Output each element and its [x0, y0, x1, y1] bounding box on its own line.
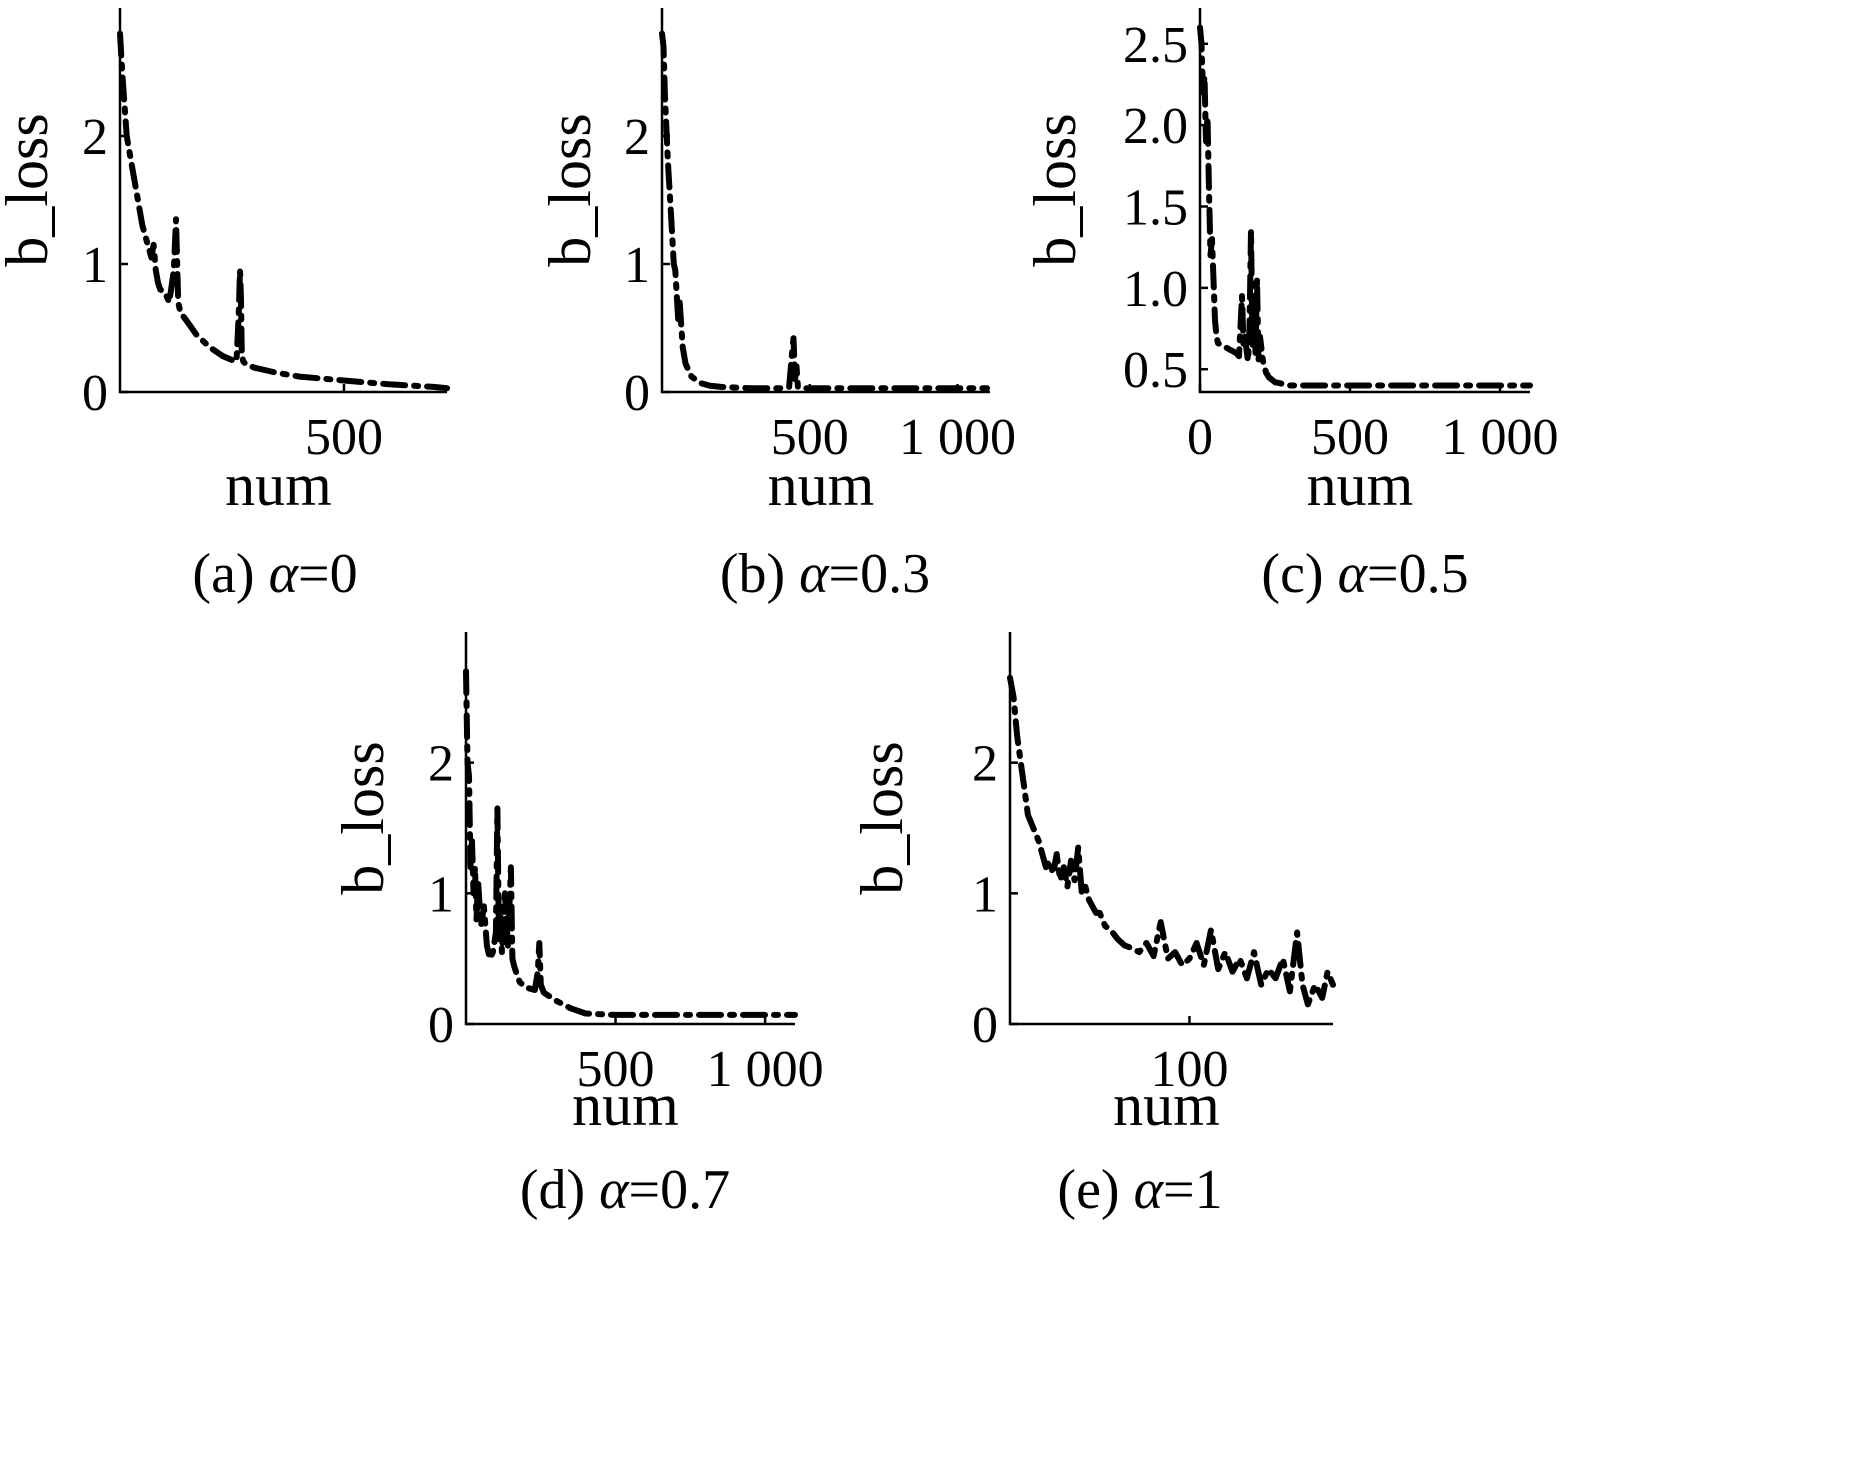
- caption-prefix: (a): [192, 543, 268, 605]
- y-axis-title: b_loss: [1022, 113, 1088, 266]
- x-axis-title: num: [1113, 1072, 1220, 1138]
- caption-value: =0.3: [829, 543, 931, 605]
- x-axis-title: num: [768, 452, 875, 518]
- x-tick-label: 1 000: [899, 409, 1016, 466]
- x-tick-label: 1 000: [1442, 409, 1559, 466]
- caption-alpha: α: [269, 543, 300, 605]
- caption-alpha: α: [799, 543, 830, 605]
- series-line: [1007, 674, 1336, 1008]
- caption-prefix: (e): [1057, 1159, 1133, 1221]
- y-tick-label: 1.5: [1123, 180, 1188, 237]
- axes-frame: [118, 8, 447, 394]
- caption-value: =0.7: [629, 1159, 731, 1221]
- chart-panel-a: 0 1 2 500 num b_loss (a) α=0: [0, 0, 620, 740]
- y-tick-label: 2: [624, 109, 650, 166]
- y-axis-title: b_loss: [0, 113, 60, 266]
- x-tick-label: 0: [1187, 409, 1213, 466]
- axes-frame: [660, 8, 990, 394]
- caption-alpha: α: [599, 1159, 630, 1221]
- caption-value: =1: [1163, 1159, 1223, 1221]
- x-tick-label: 500: [577, 1041, 655, 1098]
- y-tick-label: 2.5: [1123, 17, 1188, 74]
- x-axis-title: num: [572, 1072, 679, 1138]
- y-tick-label: 1: [972, 866, 998, 923]
- y-tick-label: 1: [82, 237, 108, 294]
- chart-svg: 0 1 2 500 1 000 num b_loss (d) α=0.7: [330, 632, 824, 1221]
- caption-alpha: α: [1134, 1159, 1165, 1221]
- caption-alpha: α: [1338, 543, 1369, 605]
- y-tick-label: 2: [82, 109, 108, 166]
- series-line: [659, 30, 990, 392]
- panel-caption: (e) α=1: [1057, 1159, 1222, 1221]
- caption-prefix: (d): [520, 1159, 599, 1221]
- panel-caption: (b) α=0.3: [720, 543, 930, 605]
- x-tick-label: 1 000: [707, 1041, 824, 1098]
- y-tick-label: 1: [428, 866, 454, 923]
- series-line: [117, 30, 450, 392]
- y-tick-label: 2: [972, 736, 998, 793]
- caption-prefix: (c): [1261, 543, 1337, 605]
- x-tick-label: 500: [1311, 409, 1389, 466]
- y-tick-label: 0: [428, 997, 454, 1054]
- y-tick-label: 1.0: [1123, 261, 1188, 318]
- series-line: [463, 668, 798, 1018]
- x-tick-label: 500: [771, 409, 849, 466]
- y-tick-label: 1: [624, 237, 650, 294]
- x-tick-label: 500: [305, 409, 383, 466]
- y-tick-label: 0: [972, 997, 998, 1054]
- chart-panel-e: 0 1 2 100 num b_loss (e) α=1: [849, 632, 1660, 1467]
- y-tick-label: 0: [82, 365, 108, 422]
- caption-value: =0: [298, 543, 358, 605]
- panel-caption: (c) α=0.5: [1261, 543, 1468, 605]
- caption-value: =0.5: [1367, 543, 1469, 605]
- caption-prefix: (b): [720, 543, 799, 605]
- chart-panel-d: 0 1 2 500 1 000 num b_loss (d) α=0.7: [330, 632, 1020, 1467]
- y-tick-label: 2.0: [1123, 98, 1188, 155]
- y-tick-label: 0: [624, 365, 650, 422]
- y-axis-title: b_loss: [330, 741, 396, 894]
- chart-svg: 0.5 1.0 1.5 2.0 2.5 0 500 1 000 num b_loss (c) α=0…: [1022, 8, 1559, 605]
- y-axis-title: b_loss: [849, 741, 915, 894]
- series-line: [1197, 24, 1533, 389]
- y-tick-label: 2: [428, 736, 454, 793]
- y-axis-title: b_loss: [537, 113, 603, 266]
- y-tick-label: 0.5: [1123, 342, 1188, 399]
- panel-caption: (a) α=0: [192, 543, 357, 605]
- panel-caption: (d) α=0.7: [520, 1159, 730, 1221]
- x-axis-title: num: [225, 452, 332, 518]
- chart-svg: 0 1 2 500 1 000 num b_loss (b) α=0.3: [537, 8, 1016, 605]
- x-axis-title: num: [1307, 452, 1414, 518]
- x-tick-label: 100: [1150, 1041, 1228, 1098]
- chart-panel-c: 0.5 1.0 1.5 2.0 2.5 0 500 1 000 num b_loss (c) α=0…: [1022, 0, 1866, 740]
- chart-panel-b: 0 1 2 500 1 000 num b_loss (b) α=0.3: [537, 0, 1240, 740]
